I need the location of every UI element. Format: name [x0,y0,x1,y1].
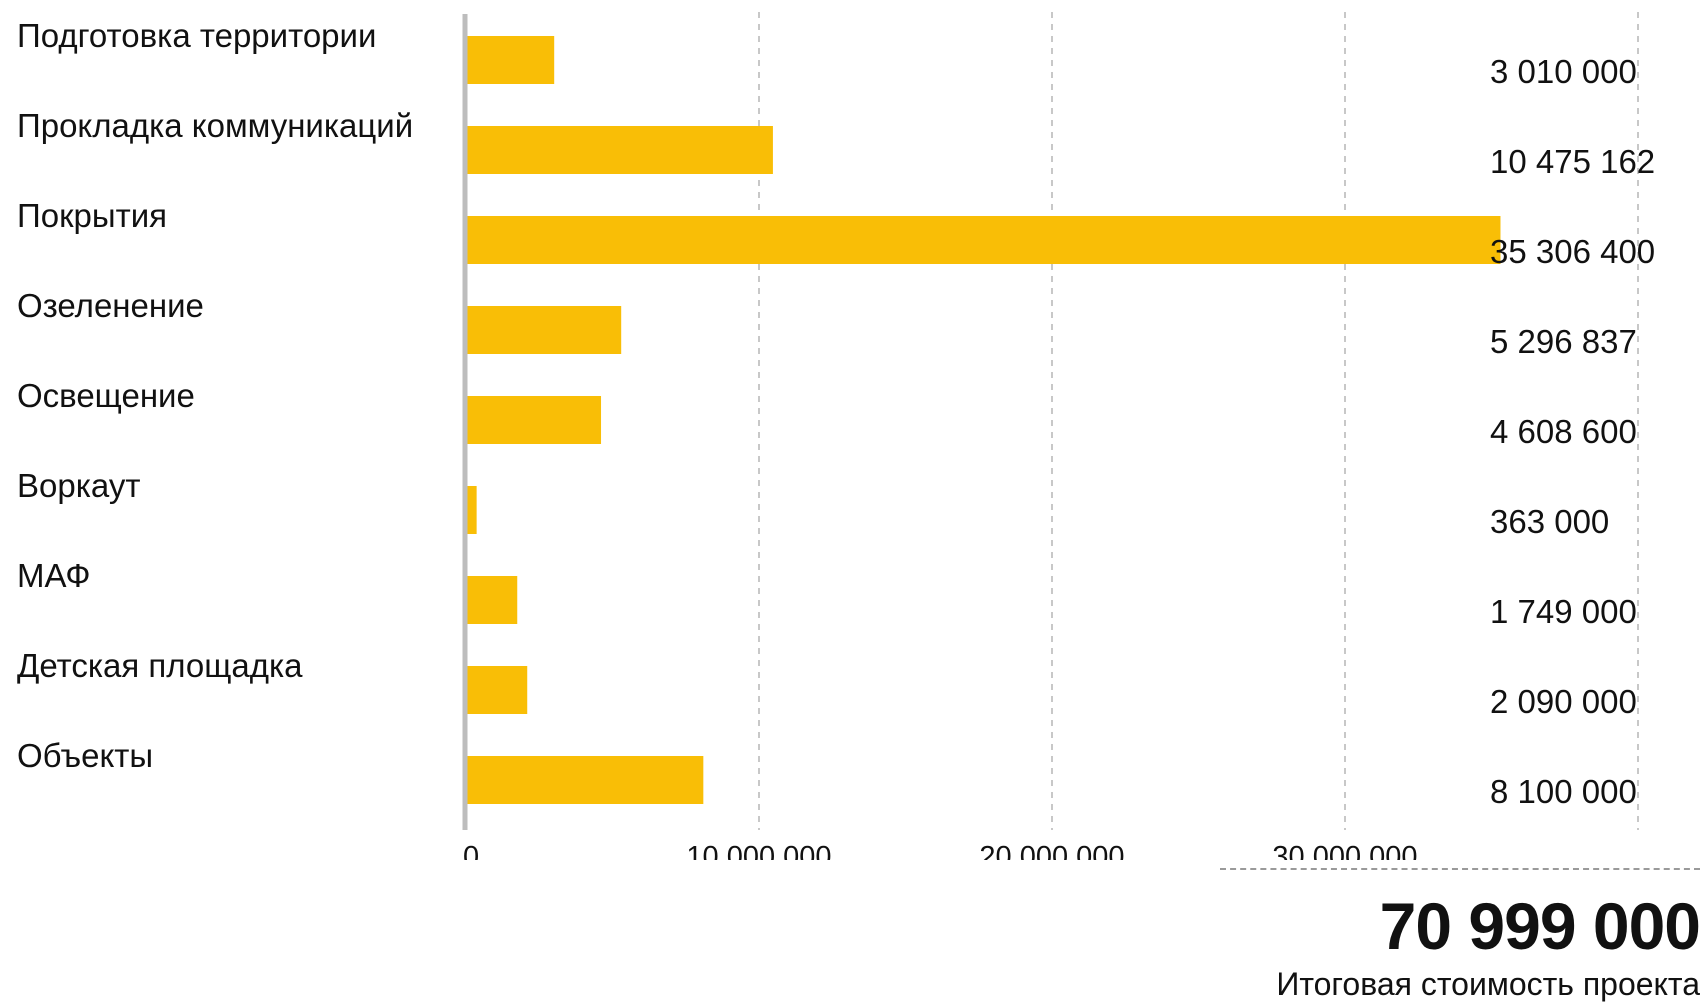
bar-8 [466,756,704,804]
category-label-0: Подготовка территории [17,17,376,54]
total-caption: Итоговая стоимость проекта [1276,966,1700,1002]
bar-7 [466,666,528,714]
bar-4 [466,396,602,444]
total-divider [1220,868,1700,870]
bar-3 [466,306,622,354]
category-label-6: МАФ [17,557,91,594]
bar-2 [466,216,1501,264]
bar-5 [466,486,477,534]
category-label-8: Объекты [17,737,153,774]
value-label-1: 10 475 162 [1490,143,1655,180]
category-label-2: Покрытия [17,197,167,234]
x-tick-labels: 0 10 000 000 20 000 000 30 000 000 [463,841,1418,860]
total-value: 70 999 000 [1379,889,1700,963]
category-label-5: Воркаут [17,467,140,504]
value-label-6: 1 749 000 [1490,593,1637,630]
value-label-8: 8 100 000 [1490,773,1637,810]
value-label-0: 3 010 000 [1490,53,1637,90]
category-label-7: Детская площадка [17,647,303,684]
value-label-7: 2 090 000 [1490,683,1637,720]
x-tick-label-1: 10 000 000 [686,841,831,860]
value-label-5: 363 000 [1490,503,1609,540]
bar-0 [466,36,555,84]
category-label-1: Прокладка коммуникаций [17,107,413,144]
category-label-3: Озеленение [17,287,204,324]
bar-1 [466,126,773,174]
value-label-4: 4 608 600 [1490,413,1637,450]
bar-6 [466,576,518,624]
value-label-3: 5 296 837 [1490,323,1637,360]
x-tick-label-2: 20 000 000 [979,841,1124,860]
x-tick-label-0: 0 [463,841,479,860]
bar-chart: Подготовка территории Прокладка коммуника… [17,12,1655,860]
category-labels: Подготовка территории Прокладка коммуника… [17,17,413,774]
value-labels: 3 010 000 10 475 162 35 306 400 5 296 837 4 … [1490,53,1655,810]
bars [466,36,1501,804]
x-tick-label-3: 30 000 000 [1272,841,1417,860]
value-label-2: 35 306 400 [1490,233,1655,270]
category-label-4: Освещение [17,377,195,414]
